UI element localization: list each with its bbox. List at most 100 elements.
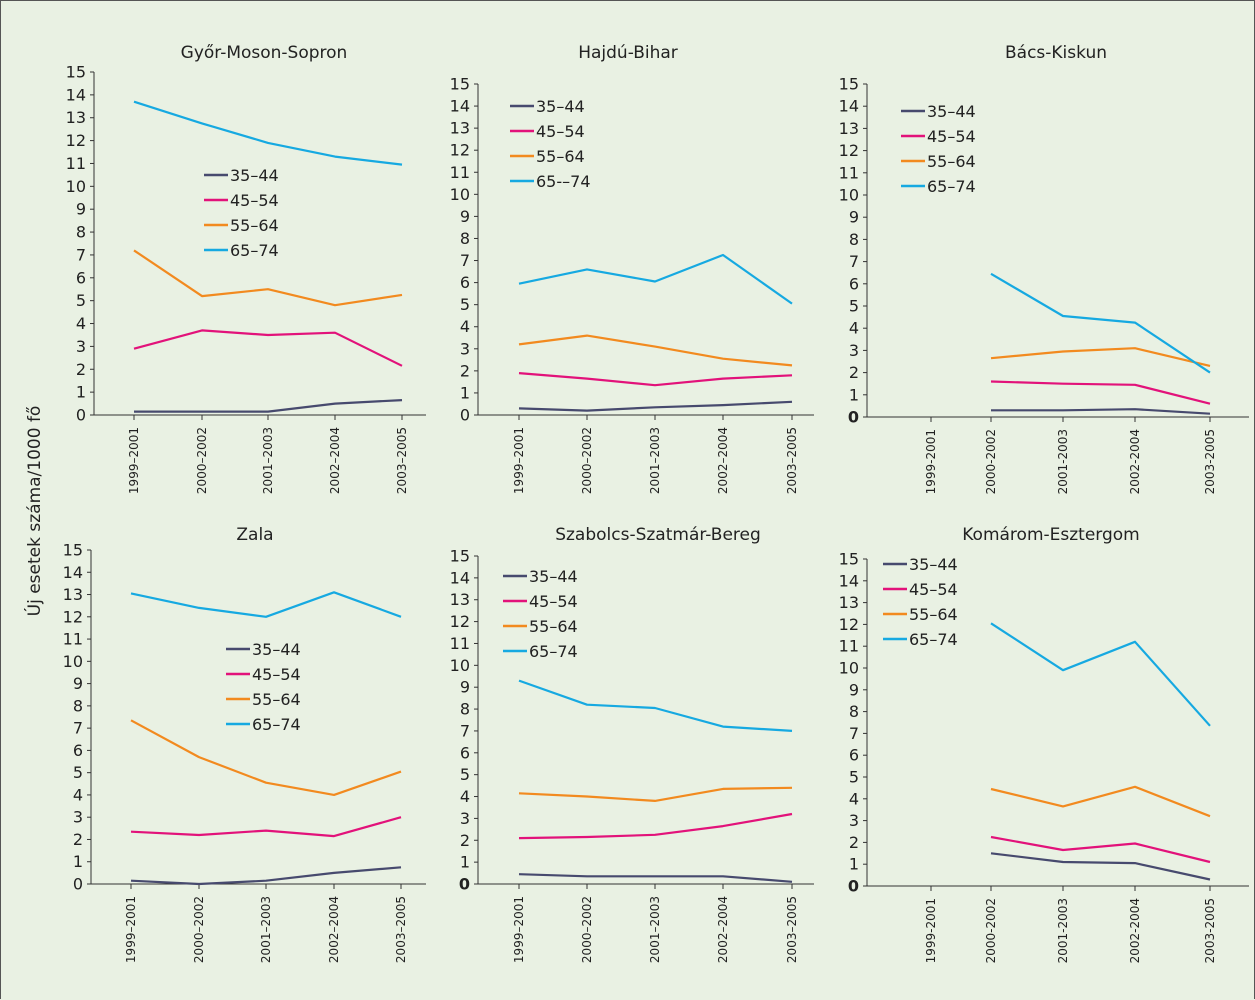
x-tick-label: 1999–2001 bbox=[127, 427, 141, 494]
y-tick-label: 1 bbox=[460, 853, 470, 872]
chart-title: Szabolcs-Szatmár-Bereg bbox=[555, 525, 761, 545]
y-tick-label: 8 bbox=[460, 700, 470, 719]
y-tick-label: 10 bbox=[450, 185, 470, 204]
series-line-2 bbox=[990, 380, 1211, 405]
x-tick-label: 2003–2005 bbox=[394, 896, 408, 963]
y-tick-label: 3 bbox=[849, 341, 859, 360]
y-tick-label: 0 bbox=[76, 406, 86, 425]
series-line-3 bbox=[990, 785, 1211, 818]
legend-label: 55–64 bbox=[927, 152, 976, 171]
y-tick-label: 0 bbox=[73, 875, 83, 894]
y-tick-label: 4 bbox=[460, 317, 470, 336]
y-tick-label: 3 bbox=[849, 811, 859, 830]
y-tick-label: 8 bbox=[849, 230, 859, 249]
y-tick-label: 9 bbox=[849, 680, 859, 699]
y-tick-label: 13 bbox=[450, 590, 470, 609]
x-tick-label: 1999–2001 bbox=[124, 896, 138, 963]
y-tick-label: 15 bbox=[66, 63, 86, 82]
chart-title: Bács-Kiskun bbox=[1005, 43, 1107, 63]
y-tick-label: 9 bbox=[849, 208, 859, 227]
y-tick-label: 11 bbox=[450, 634, 470, 653]
y-tick-label: 15 bbox=[63, 541, 83, 560]
x-tick-label: 2002–2004 bbox=[716, 896, 730, 963]
y-tick-label: 13 bbox=[450, 119, 470, 138]
y-tick-label: 9 bbox=[76, 200, 86, 219]
series-line-3 bbox=[133, 249, 403, 307]
x-tick-label: 1999-2001 bbox=[924, 429, 938, 494]
y-tick-label: 7 bbox=[76, 245, 86, 264]
series-line-1 bbox=[518, 873, 793, 883]
y-tick-label: 3 bbox=[76, 337, 86, 356]
x-tick-label: 2002–2004 bbox=[716, 427, 730, 494]
x-tick-label: 2000-2002 bbox=[984, 429, 998, 494]
x-tick-label: 1999–2001 bbox=[512, 427, 526, 494]
chart-panel-2: Hajdú-Bihar01234567891011121314151999–20… bbox=[450, 43, 814, 494]
legend-label: 45–54 bbox=[252, 665, 301, 684]
y-tick-label: 10 bbox=[839, 186, 859, 205]
x-tick-label: 2001-2003 bbox=[1056, 898, 1070, 963]
y-tick-label: 15 bbox=[839, 75, 859, 94]
series-line-1 bbox=[518, 400, 793, 412]
chart-title: Zala bbox=[236, 525, 273, 545]
x-tick-label: 2000–2002 bbox=[580, 427, 594, 494]
legend-label: 65–74 bbox=[230, 241, 279, 260]
chart-panel-6: Komárom-Esztergom01234567891011121314151… bbox=[839, 525, 1249, 963]
x-tick-label: 2001–2003 bbox=[648, 427, 662, 494]
y-tick-label: 13 bbox=[839, 593, 859, 612]
chart-title: Győr-Moson-Sopron bbox=[181, 43, 348, 63]
legend-label: 45–54 bbox=[536, 122, 585, 141]
chart-title: Hajdú-Bihar bbox=[578, 43, 678, 63]
legend-label: 35–44 bbox=[909, 555, 958, 574]
y-tick-label: 2 bbox=[460, 361, 470, 380]
y-tick-label: 4 bbox=[460, 787, 470, 806]
x-tick-label: 2001–2003 bbox=[259, 896, 273, 963]
series-line-1 bbox=[134, 399, 403, 413]
y-tick-label: 9 bbox=[73, 674, 83, 693]
legend-label: 55–64 bbox=[529, 617, 578, 636]
x-tick-label: 2002–2004 bbox=[328, 427, 342, 494]
y-tick-label: 7 bbox=[849, 252, 859, 271]
y-tick-label: 1 bbox=[73, 852, 83, 871]
y-tick-label: 8 bbox=[849, 702, 859, 721]
legend-label: 65–74 bbox=[909, 630, 958, 649]
y-tick-label: 4 bbox=[73, 785, 83, 804]
y-tick-label: 10 bbox=[450, 656, 470, 675]
series-line-4 bbox=[133, 100, 403, 166]
x-tick-label: 2003–2005 bbox=[785, 896, 799, 963]
y-tick-label: 12 bbox=[839, 141, 859, 160]
y-tick-label: 12 bbox=[450, 141, 470, 160]
y-tick-label: 1 bbox=[76, 383, 86, 402]
y-tick-label: 14 bbox=[839, 97, 859, 116]
y-tick-label: 15 bbox=[450, 547, 470, 566]
y-tick-label: 6 bbox=[73, 741, 83, 760]
legend-label: 35–44 bbox=[529, 567, 578, 586]
legend-label: 65–74 bbox=[529, 642, 578, 661]
y-tick-label: 15 bbox=[450, 75, 470, 94]
legend-label: 55–64 bbox=[252, 690, 301, 709]
y-tick-label: 7 bbox=[849, 724, 859, 743]
y-tick-label: 6 bbox=[460, 743, 470, 762]
legend-label: 65–74 bbox=[927, 177, 976, 196]
y-tick-label: 6 bbox=[76, 268, 86, 287]
y-tick-label: 13 bbox=[839, 119, 859, 138]
y-tick-label: 7 bbox=[460, 251, 470, 270]
y-tick-label: 13 bbox=[63, 585, 83, 604]
series-line-3 bbox=[518, 334, 793, 367]
y-tick-label: 1 bbox=[849, 385, 859, 404]
x-tick-label: 2001-2003 bbox=[1056, 429, 1070, 494]
y-tick-label: 2 bbox=[76, 360, 86, 379]
x-tick-label: 2001–2003 bbox=[648, 896, 662, 963]
y-tick-label: 2 bbox=[849, 833, 859, 852]
x-tick-label: 2003-2005 bbox=[1203, 429, 1217, 494]
series-line-3 bbox=[518, 786, 793, 802]
x-tick-label: 2003-2005 bbox=[1203, 898, 1217, 963]
y-tick-label: 8 bbox=[73, 696, 83, 715]
x-tick-label: 2000-2002 bbox=[984, 898, 998, 963]
y-tick-label: 6 bbox=[460, 273, 470, 292]
y-tick-label: 7 bbox=[460, 721, 470, 740]
legend-label: 65-–74 bbox=[536, 172, 591, 191]
x-tick-label: 2002-2004 bbox=[1128, 429, 1142, 494]
legend-label: 45–54 bbox=[909, 580, 958, 599]
y-tick-label: 0 bbox=[459, 875, 470, 894]
x-tick-label: 2002–2004 bbox=[327, 896, 341, 963]
